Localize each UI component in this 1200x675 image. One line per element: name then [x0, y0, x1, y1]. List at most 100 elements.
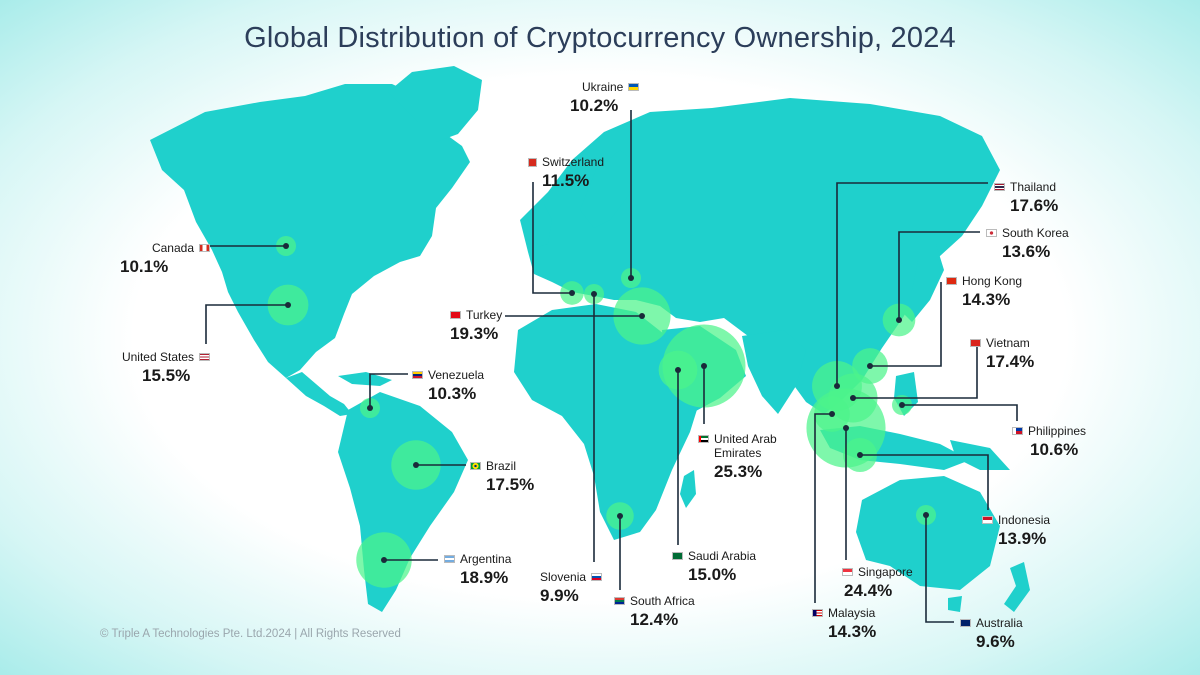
label-turkey: Turkey 19.3%: [450, 308, 502, 344]
flag-ukraine-icon: [628, 83, 640, 91]
label-argentina: Argentina 18.9%: [444, 552, 511, 588]
label-south-africa: South Africa 12.4%: [614, 594, 695, 630]
label-philippines-value: 10.6%: [1030, 440, 1079, 459]
flag-hong-kong-icon: [946, 277, 957, 285]
label-philippines-name: Philippines: [1028, 424, 1087, 438]
label-malaysia-value: 14.3%: [828, 622, 877, 641]
land-north-america: [150, 84, 470, 378]
label-vietnam-value: 17.4%: [986, 352, 1035, 371]
marker-dot-brazil: [413, 462, 419, 468]
label-south-africa-name: South Africa: [630, 594, 695, 608]
label-vietnam-name: Vietnam: [986, 336, 1030, 350]
flag-slovenia-icon: [591, 573, 603, 581]
label-canada-value: 10.1%: [120, 257, 169, 276]
marker-dot-ukraine: [628, 275, 634, 281]
flag-thailand-icon: [994, 183, 1005, 191]
marker-dot-malaysia: [829, 411, 835, 417]
label-thailand: Thailand 17.6%: [994, 180, 1058, 216]
marker-dot-venezuela: [367, 405, 373, 411]
land-eurasia: [520, 98, 1000, 414]
marker-dot-hongkong: [867, 363, 873, 369]
marker-dot-thailand: [834, 383, 840, 389]
land-scandinavia: [580, 150, 640, 228]
label-indonesia: Indonesia 13.9%: [982, 513, 1050, 549]
label-uae-name-line1: United Arab: [714, 432, 777, 446]
label-argentina-name: Argentina: [460, 552, 512, 566]
label-switzerland-name: Switzerland: [542, 155, 605, 169]
marker-dot-philippines: [899, 402, 905, 408]
label-australia-value: 9.6%: [976, 632, 1015, 651]
leader-line-thailand: [836, 182, 988, 386]
label-thailand-value: 17.6%: [1010, 196, 1059, 215]
label-switzerland: Switzerland 11.5%: [528, 155, 604, 191]
flag-south-korea-icon: [986, 229, 997, 237]
label-ukraine-name: Ukraine: [582, 80, 624, 94]
flag-canada-icon: [199, 244, 210, 252]
label-slovenia-name: Slovenia: [540, 570, 587, 584]
marker-dot-indonesia: [857, 452, 863, 458]
label-malaysia-name: Malaysia: [828, 606, 876, 620]
flag-australia-icon: [960, 619, 971, 627]
land-india: [742, 330, 806, 414]
label-malaysia: Malaysia 14.3%: [812, 606, 876, 642]
land-africa: [514, 304, 700, 540]
label-indonesia-name: Indonesia: [998, 513, 1051, 527]
label-saudi-value: 15.0%: [688, 565, 737, 584]
label-turkey-value: 19.3%: [450, 324, 499, 343]
marker-dot-turkey: [639, 313, 645, 319]
label-uae-value: 25.3%: [714, 462, 763, 481]
flag-south-africa-icon: [614, 597, 625, 605]
label-south-korea-name: South Korea: [1002, 226, 1069, 240]
marker-dot-canada: [283, 243, 289, 249]
label-south-africa-value: 12.4%: [630, 610, 679, 629]
label-uae: United Arab Emirates 25.3%: [698, 432, 777, 482]
marker-dot-australia: [923, 512, 929, 518]
label-saudi-name: Saudi Arabia: [688, 549, 757, 563]
label-south-korea-value: 13.6%: [1002, 242, 1051, 261]
flag-brazil-icon: [470, 462, 481, 470]
flag-indonesia-icon: [982, 516, 993, 524]
leader-line-venezuela: [369, 373, 408, 408]
label-singapore: Singapore 24.4%: [842, 565, 913, 601]
label-brazil: Brazil 17.5%: [470, 459, 534, 495]
label-singapore-value: 24.4%: [844, 581, 893, 600]
label-brazil-name: Brazil: [486, 459, 517, 473]
flag-vietnam-icon: [970, 339, 981, 347]
leader-line-southkorea: [898, 231, 980, 320]
marker-dot-us: [285, 302, 291, 308]
label-canada-name: Canada: [151, 241, 194, 255]
label-venezuela: Venezuela 10.3%: [412, 368, 484, 404]
marker-dot-saudi: [675, 367, 681, 373]
flag-saudi-arabia-icon: [672, 552, 683, 560]
flag-usa-icon: [199, 353, 210, 361]
marker-dot-southkorea: [896, 317, 902, 323]
label-venezuela-value: 10.3%: [428, 384, 477, 403]
label-hong-kong-name: Hong Kong: [962, 274, 1023, 288]
copyright-footer: © Triple A Technologies Pte. Ltd.2024 | …: [100, 628, 401, 640]
label-vietnam: Vietnam 17.4%: [970, 336, 1034, 372]
land-central-america: [286, 372, 352, 416]
label-hong-kong-value: 14.3%: [962, 290, 1011, 309]
label-brazil-value: 17.5%: [486, 475, 535, 494]
land-madagascar: [680, 470, 696, 508]
label-philippines: Philippines 10.6%: [1012, 424, 1086, 460]
marker-dot-vietnam: [850, 395, 856, 401]
label-slovenia-value: 9.9%: [540, 586, 579, 605]
label-switzerland-value: 11.5%: [542, 171, 590, 190]
label-thailand-name: Thailand: [1010, 180, 1057, 194]
label-united-states: United States 15.5%: [100, 350, 210, 386]
land-new-zealand: [1004, 562, 1030, 612]
leader-line-philippines: [902, 404, 1018, 421]
land-japan: [902, 244, 944, 322]
label-venezuela-name: Venezuela: [428, 368, 485, 382]
label-ukraine-value: 10.2%: [570, 96, 619, 115]
label-slovenia: Slovenia 9.9%: [540, 570, 603, 606]
land-australia: [856, 476, 1000, 590]
marker-dot-singapore: [843, 425, 849, 431]
label-us-value: 15.5%: [142, 366, 191, 385]
leader-line-switzerland: [532, 182, 572, 294]
land-uk: [530, 204, 552, 248]
flag-argentina-icon: [444, 555, 455, 563]
